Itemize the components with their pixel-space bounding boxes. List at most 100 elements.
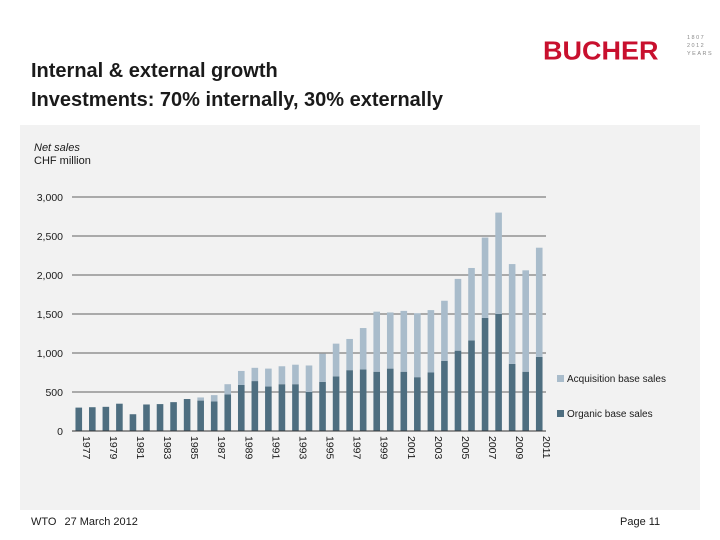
x-tick-label: 1993 <box>296 436 308 460</box>
bar-organic-1994 <box>305 392 313 431</box>
bar-organic-1981 <box>129 414 137 431</box>
legend-swatch-acquisition <box>557 375 564 382</box>
bar-acquisition-1996 <box>332 343 340 377</box>
bar-acquisition-2005 <box>454 278 462 351</box>
y-tick-label: 0 <box>57 426 63 438</box>
page-title-line-1: Internal & external growth <box>31 60 278 82</box>
bar-organic-2000 <box>386 368 394 431</box>
bar-organic-1993 <box>292 384 299 431</box>
bar-organic-1991 <box>265 386 272 431</box>
x-tick-label: 1985 <box>188 436 200 460</box>
x-tick-label: 1989 <box>242 436 254 460</box>
bar-organic-1989 <box>237 384 245 431</box>
bar-acquisition-2006 <box>468 267 475 341</box>
bar-acquisition-1986 <box>197 397 204 401</box>
bar-organic-1995 <box>319 381 326 431</box>
bar-organic-2010 <box>522 371 529 431</box>
bar-organic-2009 <box>508 363 516 431</box>
x-tick-label: 1991 <box>269 436 281 460</box>
bar-organic-1990 <box>251 381 259 431</box>
bar-organic-1984 <box>170 402 177 431</box>
bar-organic-1980 <box>116 403 123 431</box>
bar-organic-2003 <box>427 372 435 431</box>
footer-left: WTO 27 March 2012 <box>31 516 138 528</box>
bar-acquisition-1990 <box>251 367 259 382</box>
x-tick-label: 1997 <box>351 436 363 460</box>
bar-acquisition-2002 <box>414 313 421 378</box>
x-tick-label: 2005 <box>459 436 471 460</box>
bar-acquisition-2003 <box>427 310 435 373</box>
bar-organic-2007 <box>481 317 489 431</box>
y-axis-label-line-2: CHF million <box>34 155 91 167</box>
bar-organic-2004 <box>441 360 448 431</box>
seal-line-3: YEARS <box>687 51 714 57</box>
bucher-logo: BUCHER <box>543 36 659 66</box>
chart-panel <box>20 125 700 510</box>
x-tick-label: 1979 <box>107 436 119 460</box>
legend-label-organic: Organic base sales <box>567 409 653 420</box>
bar-acquisition-2010 <box>522 270 529 372</box>
bar-acquisition-2000 <box>386 312 394 369</box>
bar-organic-1997 <box>346 370 353 431</box>
bar-acquisition-1987 <box>210 395 218 402</box>
footer-source: WTO <box>31 516 57 528</box>
bar-organic-1996 <box>332 376 340 431</box>
bar-acquisition-1992 <box>278 366 286 385</box>
page-number: Page 11 <box>620 516 661 528</box>
legend-swatch-organic <box>557 410 564 417</box>
bar-organic-2005 <box>454 350 462 431</box>
bar-organic-1977 <box>75 407 83 431</box>
bar-acquisition-1988 <box>224 384 232 395</box>
page-title-line-2: Investments: 70% internally, 30% externa… <box>31 89 444 111</box>
bar-organic-2001 <box>400 371 408 431</box>
x-tick-label: 1987 <box>215 436 227 460</box>
bar-organic-1988 <box>224 394 232 431</box>
bar-organic-1985 <box>183 399 191 431</box>
bar-acquisition-1991 <box>265 368 272 387</box>
x-tick-label: 1999 <box>378 436 390 460</box>
bar-acquisition-2004 <box>441 300 448 361</box>
footer-date: 27 March 2012 <box>64 516 138 528</box>
bar-organic-1999 <box>373 371 381 431</box>
bar-organic-2006 <box>468 340 475 431</box>
bar-organic-1986 <box>197 400 204 431</box>
y-tick-label: 2,000 <box>37 270 63 282</box>
bar-organic-1987 <box>210 401 218 431</box>
bar-organic-1998 <box>359 369 367 431</box>
bar-acquisition-2011 <box>535 247 543 357</box>
bar-acquisition-1993 <box>292 364 299 385</box>
bar-acquisition-1998 <box>359 328 367 370</box>
y-tick-label: 2,500 <box>37 231 63 243</box>
y-axis-label-line-1: Net sales <box>34 142 80 154</box>
bar-organic-1992 <box>278 384 286 431</box>
x-tick-label: 1977 <box>80 436 92 460</box>
y-tick-label: 1,500 <box>37 309 63 321</box>
bar-acquisition-2009 <box>508 264 516 364</box>
x-tick-label: 2001 <box>405 436 417 460</box>
y-tick-label: 3,000 <box>37 192 63 204</box>
bar-organic-1982 <box>143 404 150 431</box>
bar-organic-1978 <box>89 407 96 431</box>
x-tick-label: 1983 <box>161 436 173 460</box>
bar-acquisition-1994 <box>305 365 313 392</box>
bar-acquisition-2007 <box>481 237 489 318</box>
bar-organic-1979 <box>102 406 110 431</box>
legend-label-acquisition: Acquisition base sales <box>567 374 666 385</box>
y-tick-label: 500 <box>45 387 63 399</box>
x-tick-label: 2003 <box>432 436 444 460</box>
anniversary-seal-icon: 1807 2012 YEARS <box>687 34 715 62</box>
bar-organic-1983 <box>156 404 164 431</box>
seal-line-1: 1807 <box>687 35 706 41</box>
seal-line-2: 2012 <box>687 43 706 49</box>
bar-organic-2002 <box>414 377 421 431</box>
y-tick-label: 1,000 <box>37 348 63 360</box>
bar-organic-2008 <box>495 314 502 431</box>
x-tick-label: 2007 <box>486 436 498 460</box>
bar-acquisition-1995 <box>319 353 326 382</box>
x-tick-label: 1981 <box>134 436 146 460</box>
x-tick-label: 2011 <box>540 436 552 459</box>
x-tick-label: 1995 <box>324 436 336 460</box>
bar-acquisition-2008 <box>495 212 502 314</box>
bar-acquisition-1997 <box>346 338 353 371</box>
